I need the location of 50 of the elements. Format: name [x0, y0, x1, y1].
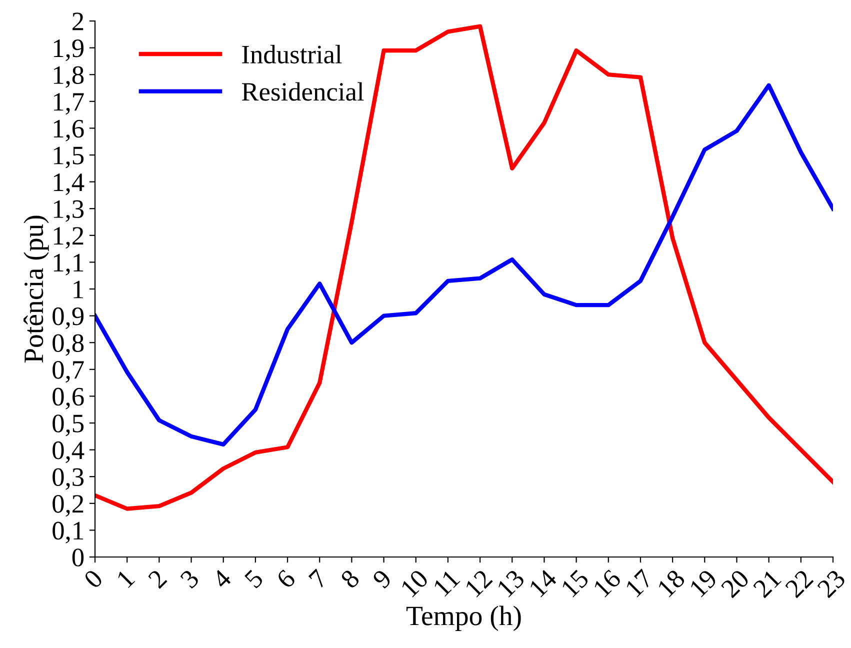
y-tick-label: 1,6 — [54, 120, 84, 142]
y-tick-label: 1,3 — [54, 200, 84, 222]
x-tick-label: 5 — [244, 568, 264, 589]
y-tick-label: 0,3 — [52, 468, 84, 490]
x-tick-label: 14 — [528, 568, 558, 598]
legend-label: Residencial — [242, 82, 364, 101]
y-tick-label: 1,5 — [54, 146, 84, 168]
x-tick-label: 19 — [689, 568, 718, 598]
y-tick-label: 0,4 — [52, 441, 84, 464]
y-tick-label: 0,9 — [52, 307, 84, 330]
x-tick-label: 3 — [180, 568, 200, 589]
y-tick-label: 0 — [72, 548, 84, 566]
x-tick-label: 9 — [372, 568, 392, 590]
y-tick-label: 0,2 — [52, 495, 84, 517]
x-tick-label: 23 — [816, 568, 846, 598]
y-tick-label: 0,8 — [52, 334, 84, 356]
x-tick-label: 17 — [624, 568, 654, 598]
y-tick-label: 0,7 — [52, 361, 84, 383]
x-tick-label: 10 — [400, 568, 430, 598]
x-tick-label: 13 — [496, 568, 526, 598]
y-tick-label: 0,1 — [52, 522, 83, 544]
y-tick-label: 0,5 — [52, 414, 84, 436]
x-tick-label: 4 — [211, 568, 232, 590]
y-axis-title: Potência (pu) — [24, 216, 49, 363]
line-series — [95, 83, 833, 447]
x-tick-label: 20 — [720, 568, 750, 598]
x-tick-label: 12 — [464, 569, 493, 598]
x-tick-label: 2 — [147, 569, 168, 589]
x-tick-label: 11 — [432, 569, 460, 597]
x-tick-label: 18 — [656, 568, 686, 598]
x-tick-label: 8 — [340, 568, 360, 590]
y-tick-label: 1,2 — [54, 227, 84, 249]
x-tick-label: 1 — [116, 569, 136, 588]
y-tick-label: 2 — [72, 12, 84, 30]
x-tick-label: 15 — [560, 568, 590, 598]
x-tick-label: 6 — [276, 568, 296, 590]
x-tick-label: 21 — [752, 569, 782, 598]
y-tick-label: 1,4 — [54, 174, 84, 196]
x-tick-label: 22 — [784, 569, 814, 598]
y-tick-label: 1,7 — [54, 93, 84, 115]
x-axis-title: Tempo (h) — [406, 606, 521, 631]
y-tick-label: 1 — [74, 280, 83, 298]
x-tick-label: 16 — [592, 568, 622, 598]
x-tick-label: 7 — [308, 568, 328, 588]
y-tick-label: 1,9 — [54, 39, 84, 62]
y-tick-label: 0,6 — [52, 388, 84, 410]
legend-label: Industrial — [242, 44, 342, 64]
line-series — [95, 24, 833, 511]
y-tick-label: 1,1 — [54, 254, 83, 276]
y-tick-label: 1,8 — [54, 66, 84, 88]
